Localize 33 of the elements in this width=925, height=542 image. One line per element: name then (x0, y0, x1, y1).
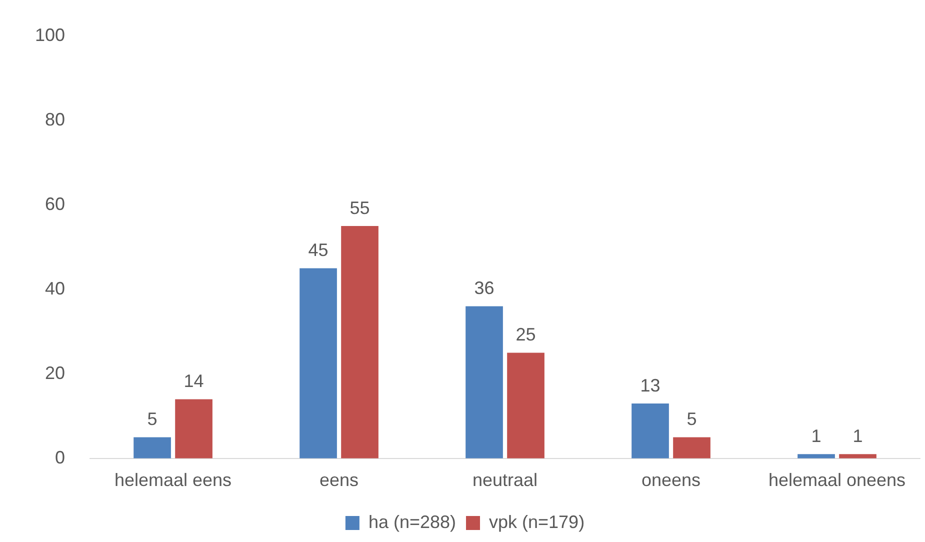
y-tick-label: 40 (45, 278, 66, 298)
data-label: 45 (308, 240, 328, 260)
data-label: 1 (811, 426, 822, 446)
bar (175, 399, 212, 458)
data-label: 36 (474, 278, 494, 298)
bar (466, 306, 503, 458)
bar (839, 454, 876, 458)
y-tick-label: 0 (55, 447, 66, 468)
bar (507, 352, 544, 458)
legend-label: vpk (n=179) (489, 512, 585, 532)
data-label: 13 (640, 375, 660, 396)
x-tick-label: helemaal eens (114, 470, 232, 490)
bar (300, 268, 337, 458)
data-label: 25 (516, 324, 536, 345)
bar (632, 403, 669, 458)
x-tick-label: oneens (641, 470, 701, 490)
y-tick-label: 100 (34, 24, 66, 45)
legend-label: ha (n=288) (368, 512, 456, 532)
data-label: 5 (686, 409, 697, 430)
x-tick-label: neutraal (472, 470, 538, 490)
y-tick-label: 60 (45, 194, 66, 214)
data-label: 14 (184, 371, 204, 392)
bar (673, 437, 710, 458)
data-label: 5 (147, 409, 158, 430)
y-tick-label: 80 (45, 109, 66, 130)
bar (798, 454, 835, 458)
y-tick-label: 20 (45, 362, 66, 383)
data-label: 55 (350, 198, 370, 218)
bar (134, 437, 171, 458)
data-label: 1 (852, 426, 863, 446)
x-tick-label: eens (320, 470, 359, 490)
x-tick-label: helemaal oneens (768, 470, 906, 490)
bar (341, 226, 378, 458)
